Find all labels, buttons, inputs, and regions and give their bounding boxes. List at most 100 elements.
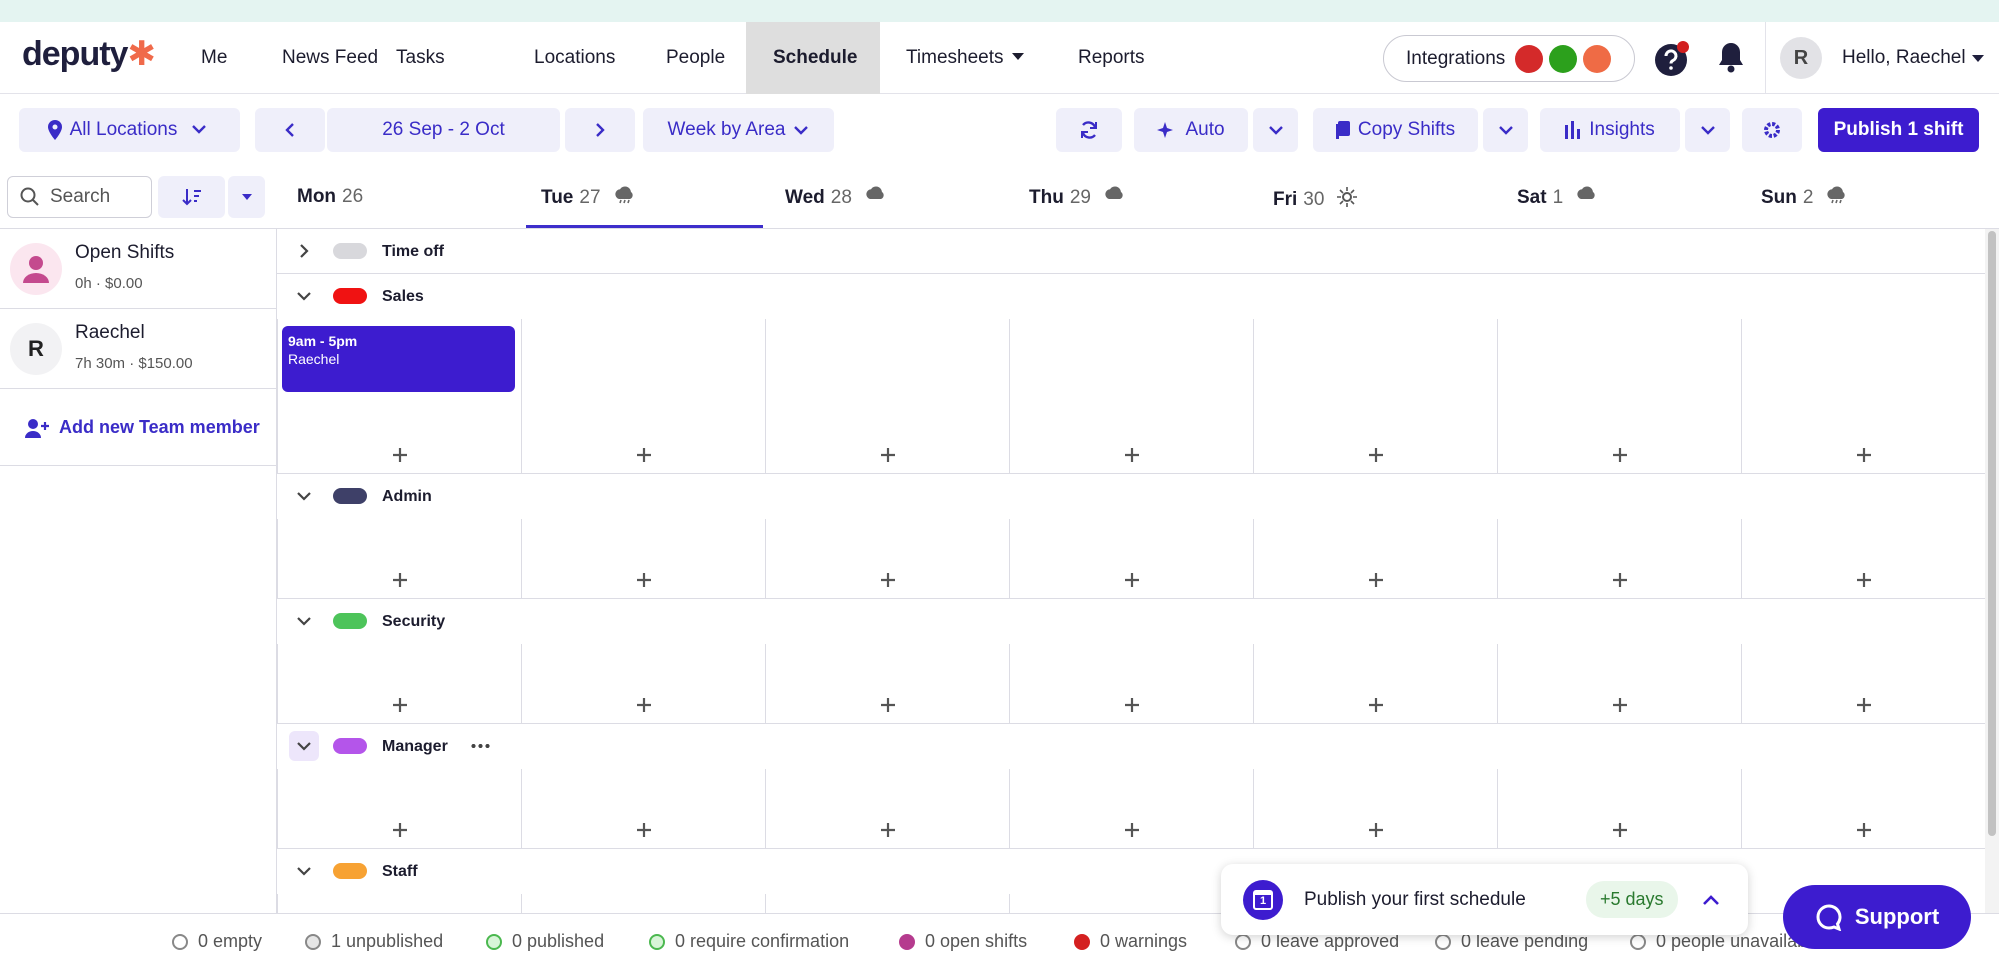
status-item[interactable]: 0 open shifts bbox=[899, 914, 1027, 969]
nav-item[interactable]: Locations bbox=[534, 47, 616, 68]
auto-menu[interactable] bbox=[1253, 108, 1298, 152]
day-cell[interactable] bbox=[1497, 769, 1741, 849]
add-shift bbox=[1124, 822, 1140, 838]
support-button[interactable]: Support bbox=[1783, 885, 1971, 949]
date-range[interactable]: 26 Sep - 2 Oct bbox=[327, 108, 560, 152]
team-row[interactable]: R Raechel 7h 30m · $150.00 bbox=[0, 309, 276, 389]
status-dot bbox=[305, 933, 321, 950]
status-item[interactable]: 1 unpublished bbox=[305, 914, 443, 969]
day-cell[interactable] bbox=[1009, 769, 1253, 849]
nav-item[interactable]: People bbox=[666, 47, 726, 68]
area-header[interactable]: Admin bbox=[277, 474, 1985, 519]
chevron bbox=[192, 125, 207, 134]
area-header[interactable]: Staff bbox=[277, 849, 1985, 894]
help-icon[interactable] bbox=[1655, 40, 1691, 78]
nav-item[interactable]: Tasks bbox=[396, 47, 445, 68]
day-cell[interactable] bbox=[1009, 319, 1253, 474]
refresh-button[interactable] bbox=[1056, 108, 1122, 152]
day-cell[interactable] bbox=[1009, 519, 1253, 599]
scrollbar-thumb[interactable] bbox=[1988, 231, 1996, 836]
area-header[interactable]: Time off bbox=[277, 229, 1985, 274]
prev-week[interactable] bbox=[255, 108, 325, 152]
user-greeting[interactable]: Hello, Raechel bbox=[1842, 47, 1966, 68]
settings-button[interactable] bbox=[1742, 108, 1802, 152]
day-label[interactable]: Thu 29 bbox=[1029, 186, 1125, 210]
nav-item[interactable]: Reports bbox=[1078, 47, 1145, 68]
day-cell[interactable] bbox=[1741, 519, 1985, 599]
day-label[interactable]: Fri 30 bbox=[1273, 186, 1358, 214]
status-item[interactable]: 0 published bbox=[486, 914, 604, 969]
publish-button[interactable]: Publish 1 shift bbox=[1818, 108, 1979, 152]
day-cell[interactable] bbox=[1253, 769, 1497, 849]
day-cell[interactable] bbox=[1741, 644, 1985, 724]
day-cell[interactable] bbox=[1009, 894, 1253, 913]
collapse-button[interactable] bbox=[1702, 894, 1720, 906]
day-cell[interactable] bbox=[521, 644, 765, 724]
copy-menu[interactable] bbox=[1483, 108, 1528, 152]
status-item[interactable]: 0 leave approved bbox=[1235, 914, 1399, 969]
day-cell[interactable] bbox=[1253, 519, 1497, 599]
area-header[interactable]: Sales bbox=[277, 274, 1985, 319]
sort-menu[interactable] bbox=[228, 176, 265, 218]
day-cell[interactable] bbox=[765, 519, 1009, 599]
day-cell[interactable] bbox=[765, 319, 1009, 474]
day-label[interactable]: Tue 27 bbox=[541, 186, 635, 210]
day-cell[interactable] bbox=[1497, 319, 1741, 474]
add-member[interactable]: Add new Team member bbox=[25, 417, 260, 438]
location-select[interactable]: All Locations bbox=[19, 108, 240, 152]
search-input[interactable]: Search bbox=[7, 176, 152, 218]
day-cell[interactable] bbox=[277, 894, 521, 913]
day-cell[interactable] bbox=[277, 319, 521, 474]
day-cell[interactable] bbox=[1497, 519, 1741, 599]
area-header[interactable]: Manager bbox=[277, 724, 1985, 769]
logo[interactable]: deputy✱ bbox=[22, 34, 156, 74]
view-select[interactable]: Week by Area bbox=[643, 108, 834, 152]
team-row[interactable]: Open Shifts 0h · $0.00 bbox=[0, 229, 276, 309]
integrations-button[interactable]: Integrations bbox=[1383, 35, 1635, 82]
day-cell[interactable] bbox=[1741, 319, 1985, 474]
status-item[interactable]: 0 warnings bbox=[1074, 914, 1187, 969]
day-cell[interactable] bbox=[521, 319, 765, 474]
next-week[interactable] bbox=[565, 108, 635, 152]
day-cell[interactable] bbox=[765, 769, 1009, 849]
day-cell[interactable] bbox=[521, 769, 765, 849]
day-cell[interactable] bbox=[765, 894, 1009, 913]
insights-button[interactable]: Insights bbox=[1540, 108, 1680, 152]
day-label[interactable]: Sun 2 bbox=[1761, 186, 1847, 210]
area-header[interactable]: Security bbox=[277, 599, 1985, 644]
day-cell[interactable] bbox=[1497, 644, 1741, 724]
day-cell[interactable] bbox=[277, 519, 521, 599]
day-label[interactable]: Wed 28 bbox=[785, 186, 886, 210]
status-item[interactable]: 0 require confirmation bbox=[649, 914, 849, 969]
nav-item[interactable]: Timesheets bbox=[906, 22, 1024, 94]
area-color bbox=[333, 288, 367, 304]
area-menu[interactable] bbox=[470, 744, 490, 748]
day-cell[interactable] bbox=[1253, 644, 1497, 724]
nav-item[interactable]: Me bbox=[201, 47, 228, 68]
status-item[interactable]: 0 empty bbox=[172, 914, 262, 969]
day-cell[interactable] bbox=[277, 644, 521, 724]
user-avatar[interactable]: R bbox=[1780, 37, 1822, 79]
day-label[interactable]: Mon 26 bbox=[297, 186, 363, 208]
day-cell[interactable] bbox=[521, 894, 765, 913]
auto-button[interactable]: Auto bbox=[1134, 108, 1248, 152]
notifications-icon[interactable] bbox=[1716, 40, 1746, 74]
status-item[interactable]: 0 people unavailable bbox=[1630, 914, 1821, 969]
insights-menu[interactable] bbox=[1685, 108, 1730, 152]
nav-item[interactable]: Schedule bbox=[773, 47, 858, 68]
sort-button[interactable] bbox=[158, 176, 225, 218]
area-name: Sales bbox=[382, 288, 424, 305]
status-item[interactable]: 0 leave pending bbox=[1435, 914, 1588, 969]
nav-item[interactable]: News Feed bbox=[282, 47, 379, 68]
day-label[interactable]: Sat 1 bbox=[1517, 186, 1597, 210]
day-cell[interactable] bbox=[521, 519, 765, 599]
day-cell[interactable] bbox=[1741, 769, 1985, 849]
shift-block[interactable]: 9am - 5pm Raechel bbox=[282, 326, 515, 392]
day-cell[interactable] bbox=[1253, 319, 1497, 474]
day-cell[interactable] bbox=[765, 644, 1009, 724]
adp-badge bbox=[1515, 44, 1544, 73]
day-cell[interactable] bbox=[277, 769, 521, 849]
day-cell[interactable] bbox=[1009, 644, 1253, 724]
copy-shifts-button[interactable]: Copy Shifts bbox=[1313, 108, 1478, 152]
logo-text[interactable]: deputy bbox=[22, 35, 128, 73]
